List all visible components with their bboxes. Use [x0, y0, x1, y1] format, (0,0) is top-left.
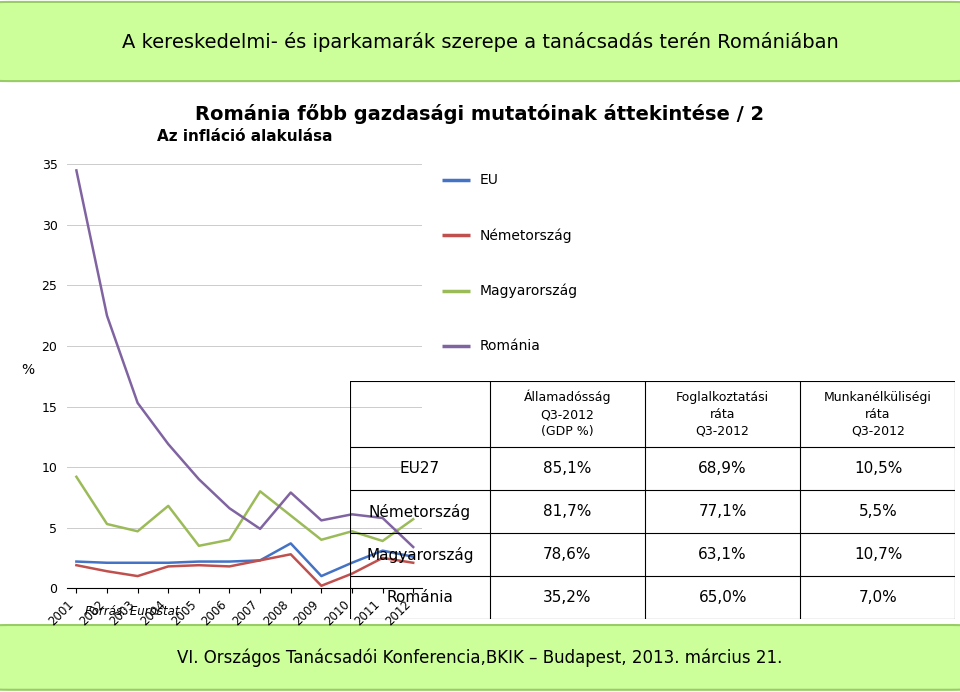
Románia	[285, 489, 297, 497]
EU	[193, 558, 204, 566]
Románia	[162, 440, 174, 448]
Németország	[193, 561, 204, 570]
Text: 81,7%: 81,7%	[543, 504, 591, 520]
Text: A kereskedelmi- és iparkamarák szerepe a tanácsadás terén Romániában: A kereskedelmi- és iparkamarák szerepe a…	[122, 32, 838, 51]
Magyarország	[71, 473, 83, 481]
Text: Munkanélküliségi
ráta
Q3-2012: Munkanélküliségi ráta Q3-2012	[824, 390, 932, 437]
Németország	[316, 581, 327, 590]
Magyarország	[101, 520, 112, 528]
Text: 5,5%: 5,5%	[858, 504, 898, 520]
Magyarország	[132, 527, 143, 536]
Text: 77,1%: 77,1%	[699, 504, 747, 520]
Text: Románia: Románia	[387, 590, 453, 606]
Németország	[285, 550, 297, 558]
Text: 7,0%: 7,0%	[858, 590, 898, 606]
Text: 10,7%: 10,7%	[853, 547, 902, 563]
FancyBboxPatch shape	[0, 625, 960, 690]
Románia	[101, 311, 112, 320]
Text: Forrás: Eurostat: Forrás: Eurostat	[85, 605, 180, 617]
EU	[162, 558, 174, 567]
Németország	[254, 556, 266, 565]
Magyarország	[254, 487, 266, 495]
Magyarország	[377, 537, 389, 545]
Magyarország	[162, 502, 174, 510]
EU	[377, 547, 389, 555]
Magyarország	[316, 536, 327, 544]
Text: Magyarország: Magyarország	[366, 547, 473, 563]
EU	[101, 558, 112, 567]
Line: Magyarország: Magyarország	[77, 477, 413, 546]
Text: 85,1%: 85,1%	[543, 462, 591, 476]
EU	[224, 558, 235, 566]
Románia	[193, 475, 204, 483]
Németország	[71, 561, 83, 570]
Románia	[407, 543, 419, 551]
EU	[71, 558, 83, 566]
Text: Románia főbb gazdasági mutatóinak áttekintése / 2: Románia főbb gazdasági mutatóinak átteki…	[196, 104, 764, 124]
EU	[407, 552, 419, 561]
Románia	[347, 510, 358, 518]
EU	[254, 556, 266, 565]
Románia	[132, 399, 143, 407]
Text: 10,5%: 10,5%	[853, 462, 902, 476]
Németország	[347, 570, 358, 578]
Y-axis label: %: %	[21, 363, 35, 377]
Magyarország	[347, 527, 358, 536]
Németország	[377, 554, 389, 562]
Line: Németország: Németország	[77, 554, 413, 585]
FancyBboxPatch shape	[0, 2, 960, 81]
Németország	[407, 558, 419, 567]
Text: Foglalkoztatási
ráta
Q3-2012: Foglalkoztatási ráta Q3-2012	[676, 390, 769, 437]
Text: 35,2%: 35,2%	[543, 590, 591, 606]
Magyarország	[224, 536, 235, 544]
Text: Románia: Románia	[480, 339, 540, 353]
EU	[132, 558, 143, 567]
Title: Az infláció alakulása: Az infláció alakulása	[157, 129, 332, 144]
Text: Németország: Németország	[480, 228, 572, 242]
Németország	[132, 572, 143, 580]
Text: 68,9%: 68,9%	[698, 462, 747, 476]
Magyarország	[285, 511, 297, 520]
Text: 65,0%: 65,0%	[699, 590, 747, 606]
EU	[285, 539, 297, 547]
Line: EU: EU	[77, 543, 413, 576]
Románia	[71, 166, 83, 174]
Németország	[162, 562, 174, 570]
Text: 63,1%: 63,1%	[698, 547, 747, 563]
Románia	[224, 504, 235, 512]
Németország	[101, 567, 112, 576]
Text: 78,6%: 78,6%	[543, 547, 591, 563]
EU	[316, 572, 327, 580]
Text: EU27: EU27	[400, 462, 440, 476]
Románia	[254, 525, 266, 533]
Magyarország	[407, 515, 419, 523]
Magyarország	[193, 542, 204, 550]
Text: Államadósság
Q3-2012
(GDP %): Államadósság Q3-2012 (GDP %)	[523, 390, 611, 438]
Text: Németország: Németország	[369, 504, 471, 520]
Text: VI. Országos Tanácsadói Konferencia,BKIK – Budapest, 2013. március 21.: VI. Országos Tanácsadói Konferencia,BKIK…	[178, 648, 782, 666]
Text: Magyarország: Magyarország	[480, 284, 578, 298]
Románia	[377, 513, 389, 522]
EU	[347, 558, 358, 567]
Románia	[316, 516, 327, 525]
Németország	[224, 562, 235, 570]
Line: Románia: Románia	[77, 170, 413, 547]
Text: EU: EU	[480, 173, 499, 187]
